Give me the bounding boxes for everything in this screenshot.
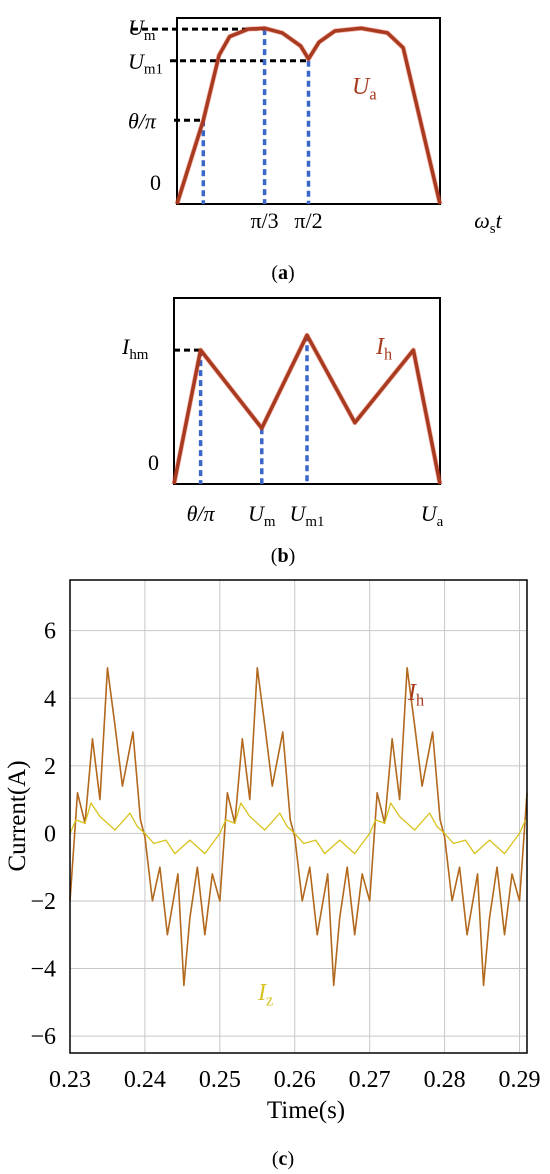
x-tick-label-main: θ/π: [187, 501, 216, 526]
x-tick-label: θ/π: [187, 501, 216, 526]
plot-frame: [173, 297, 441, 485]
y-tick-label: Um: [128, 15, 156, 44]
y-tick-label-sub: hm: [129, 347, 148, 363]
y-axis-label: Current(A): [4, 760, 31, 871]
series-trace-z: [69, 802, 527, 855]
x-tick-label: π/3: [250, 208, 278, 233]
series-label-ih-main: I: [407, 680, 417, 706]
series-label-ih-sub: h: [384, 344, 392, 363]
x-tick-label: 0.28: [424, 1067, 466, 1093]
y-tick-label-main: U: [128, 15, 146, 40]
caption-paren: ): [289, 545, 296, 567]
y-tick-label-main: U: [128, 49, 146, 74]
x-tick-label: Um1: [290, 501, 325, 530]
x-tick-label-main: U: [421, 501, 439, 526]
caption-letter: b: [277, 545, 288, 567]
x-axis-label-main: ω: [474, 208, 490, 233]
x-tick-label: 0.23: [49, 1067, 91, 1093]
y-tick-label-main: 0: [148, 450, 159, 475]
series-label-iz-main: I: [257, 980, 267, 1006]
plot-frame: [69, 579, 528, 1054]
series-label-ih-main: I: [375, 334, 385, 360]
x-tick-label-sub: m: [264, 514, 276, 530]
y-tick-label: Ihm: [121, 334, 149, 363]
x-tick-label: π/2: [294, 208, 322, 233]
x-axis-label-tail: t: [496, 208, 503, 233]
y-tick-label: −4: [30, 957, 56, 983]
x-tick-label-main: U: [290, 501, 308, 526]
series-label-ih: Ih: [407, 680, 424, 709]
y-tick-label: 2: [44, 754, 56, 780]
y-tick-label: Um1: [128, 49, 163, 78]
y-tick-label: 6: [44, 619, 56, 645]
caption-paren: ): [287, 1148, 294, 1170]
x-tick-label-sub: m1: [305, 514, 324, 530]
caption-letter: c: [279, 1148, 288, 1170]
caption-letter: a: [278, 262, 288, 284]
series-label-iz: Iz: [257, 980, 273, 1009]
y-tick-label: 0: [150, 170, 161, 195]
x-tick-label-main: U: [248, 501, 266, 526]
y-tick-label-sub: m1: [144, 62, 163, 78]
y-tick-label: 4: [44, 686, 56, 712]
y-tick-label-main: 0: [150, 170, 161, 195]
caption-paren: (: [271, 262, 278, 284]
x-tick-label: 0.27: [349, 1067, 391, 1093]
series-label-ua-sub: a: [369, 84, 377, 103]
series-label-iz-sub: z: [266, 990, 273, 1009]
y-tick-label-sub: m: [144, 28, 156, 44]
panel-caption: (c): [272, 1148, 294, 1170]
captions: (a)(b)(c): [271, 262, 295, 1170]
ua-curve: [175, 26, 442, 205]
y-tick-label: −6: [30, 1024, 56, 1050]
x-tick-label: 0.26: [274, 1067, 316, 1093]
series-label-ih-sub: h: [416, 690, 424, 709]
y-tick-label: 0: [148, 450, 159, 475]
series-label-ua: Ua: [352, 74, 377, 103]
y-tick-label-main: θ/π: [128, 108, 157, 133]
x-axis-label-sub: s: [490, 221, 496, 237]
series-trace-h: [69, 667, 528, 987]
x-tick-label-sub: a: [437, 514, 444, 530]
y-tick-label: −2: [30, 889, 56, 915]
x-tick-label: 0.25: [199, 1067, 241, 1093]
panel-c: 0.23 0.24 0.25 0.26 0.27 0.28 0.29 6 4 2 0 −2 −4 −6 Ti…: [4, 579, 541, 1124]
ih-curve: [172, 333, 442, 485]
y-tick-label-main: I: [121, 334, 131, 359]
x-axis-label: Time(s): [267, 1097, 345, 1124]
x-tick-label: 0.29: [499, 1067, 541, 1093]
series-label-ua-main: U: [352, 74, 371, 100]
x-tick-label: 0.24: [124, 1067, 166, 1093]
panel-caption: (b): [271, 545, 295, 567]
x-tick-label: Um: [248, 501, 276, 530]
caption-paren: (: [272, 1148, 279, 1170]
x-axis-label: ωst: [474, 208, 502, 237]
y-tick-label: θ/π: [128, 108, 157, 133]
panel-caption: (a): [271, 262, 294, 284]
series-label-ih: Ih: [375, 334, 392, 363]
x-tick-label: Ua: [421, 501, 444, 530]
y-tick-label: 0: [44, 821, 56, 847]
caption-paren: (: [271, 545, 278, 567]
caption-paren: ): [288, 262, 295, 284]
